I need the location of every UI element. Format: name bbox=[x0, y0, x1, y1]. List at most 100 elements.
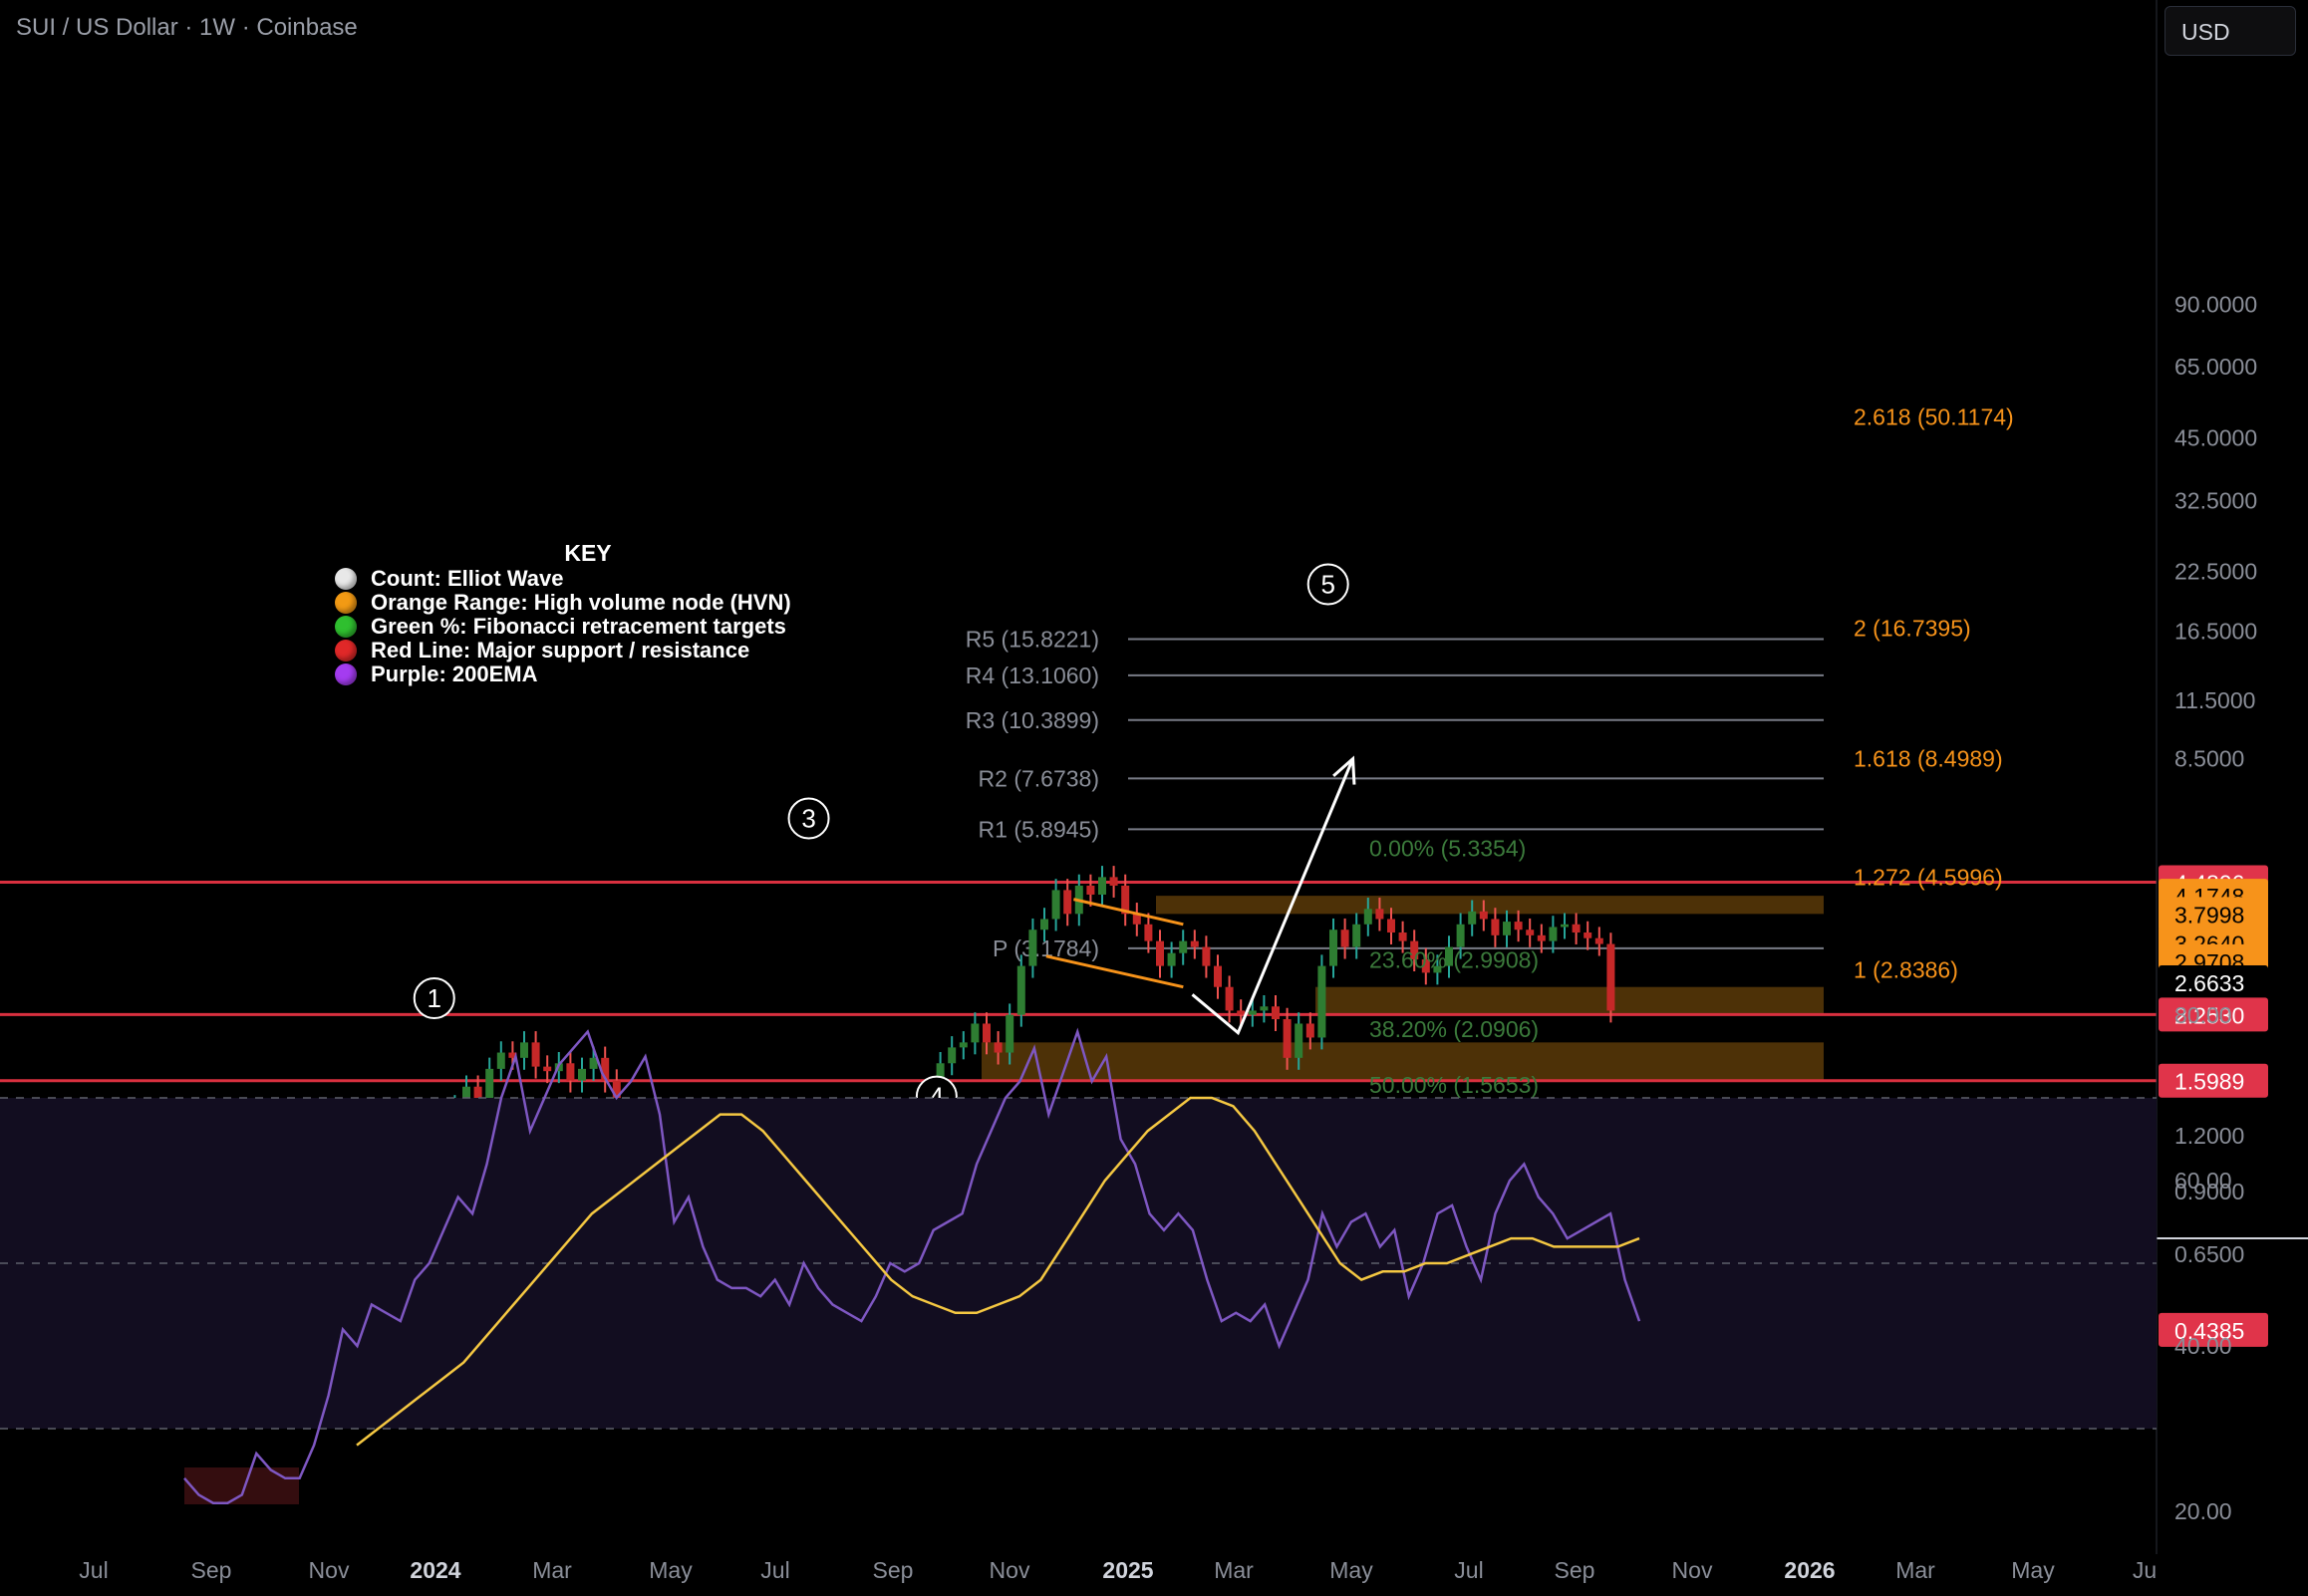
candle-body bbox=[1410, 940, 1419, 960]
pivot-label: R2 (7.6738) bbox=[979, 765, 1099, 791]
candle-body bbox=[1063, 890, 1072, 915]
price-badge bbox=[2159, 1063, 2268, 1098]
chart-key: KEY Count: Elliot Wave Orange Range: High… bbox=[335, 540, 893, 686]
price-axis-label: 8.5000 bbox=[2174, 746, 2244, 772]
candle-body bbox=[1272, 1006, 1280, 1020]
price-badge-label: 2.2530 bbox=[2174, 1002, 2244, 1028]
candle-body bbox=[1016, 965, 1025, 1015]
candle-body bbox=[948, 1047, 957, 1064]
rsi-axis-label: 60.00 bbox=[2174, 1168, 2232, 1194]
key-item: Count: Elliot Wave bbox=[335, 566, 893, 591]
candle-body bbox=[994, 1042, 1003, 1053]
candle-body bbox=[1421, 959, 1430, 973]
price-axis-label: 11.5000 bbox=[2174, 687, 2255, 713]
candle-body bbox=[473, 1086, 482, 1103]
time-axis-label: Nov bbox=[309, 1557, 350, 1583]
candle-body bbox=[971, 1023, 980, 1043]
candle-body bbox=[1283, 1019, 1292, 1058]
fib-extension-label: 2 (16.7395) bbox=[1854, 616, 1971, 642]
candle-body bbox=[1167, 952, 1176, 966]
candle-body bbox=[1352, 924, 1361, 947]
key-item: Purple: 200EMA bbox=[335, 662, 893, 686]
key-item-label: Count: Elliot Wave bbox=[371, 566, 564, 591]
time-axis-label: 2025 bbox=[1102, 1557, 1153, 1583]
key-item-label: Purple: 200EMA bbox=[371, 662, 538, 686]
fib-extension-label: 1.272 (4.5996) bbox=[1854, 864, 2003, 890]
price-axis-label: 1.2000 bbox=[2174, 1123, 2244, 1149]
candle-body bbox=[1109, 877, 1118, 886]
fib-retracement-label: 50.00% (1.5653) bbox=[1369, 1072, 1539, 1098]
candle-body bbox=[520, 1042, 528, 1058]
candle-body bbox=[1572, 924, 1581, 933]
rsi-axis-label: 20.00 bbox=[2174, 1498, 2232, 1524]
fib-retracement-label: 0.00% (5.3354) bbox=[1369, 836, 1526, 862]
price-badge bbox=[2159, 965, 2268, 1000]
candle-body bbox=[1549, 927, 1558, 941]
price-badge bbox=[2159, 1312, 2268, 1347]
hvn-zone bbox=[982, 1042, 1824, 1081]
candle-body bbox=[1121, 885, 1130, 915]
currency-selector[interactable]: USD bbox=[2164, 6, 2296, 56]
price-axis-label: 32.5000 bbox=[2174, 487, 2257, 513]
fib-retracement-label: 38.20% (2.0906) bbox=[1369, 1016, 1539, 1042]
price-axis-label: 45.0000 bbox=[2174, 424, 2257, 450]
rsi-axis-label: 40.00 bbox=[2174, 1333, 2232, 1359]
candle-body bbox=[1190, 940, 1199, 947]
candle-body bbox=[1363, 909, 1372, 925]
pivot-label: R4 (13.1060) bbox=[966, 663, 1099, 688]
time-axis-label: May bbox=[649, 1557, 693, 1583]
flag-trend-line bbox=[1045, 954, 1184, 989]
candle-body bbox=[1144, 924, 1153, 941]
price-badge-label: 0.4385 bbox=[2174, 1318, 2244, 1344]
time-axis-label: Nov bbox=[1672, 1557, 1713, 1583]
candle-body bbox=[1156, 940, 1164, 966]
rsi-axis-label: 80.00 bbox=[2174, 1002, 2232, 1028]
candle-body bbox=[1456, 924, 1465, 947]
candle-body bbox=[1040, 919, 1048, 931]
candle-body bbox=[589, 1057, 598, 1069]
key-items: Count: Elliot Wave Orange Range: High vol… bbox=[335, 566, 893, 686]
price-badge-label: 3.7998 bbox=[2174, 902, 2244, 928]
fib-extension-label: 1 (2.8386) bbox=[1854, 957, 1958, 983]
rsi-line bbox=[183, 1027, 1641, 1504]
time-axis-label: Ju bbox=[2133, 1557, 2157, 1583]
key-color-dot-icon bbox=[335, 592, 357, 614]
candle-body bbox=[1132, 914, 1141, 925]
time-axis-label: May bbox=[1329, 1557, 1373, 1583]
key-title: KEY bbox=[564, 540, 612, 566]
key-item-label: Orange Range: High volume node (HVN) bbox=[371, 590, 791, 615]
hvn-zone bbox=[1315, 986, 1824, 1015]
price-axis-label: 0.9000 bbox=[2174, 1179, 2244, 1204]
candle-body bbox=[1225, 986, 1234, 1011]
candle-body bbox=[1317, 965, 1326, 1038]
elliott-wave-label: 1 bbox=[428, 983, 441, 1013]
candle-body bbox=[1398, 932, 1407, 941]
key-color-dot-icon bbox=[335, 568, 357, 590]
candle-body bbox=[1468, 911, 1477, 925]
hvn-zone bbox=[1156, 896, 1824, 915]
price-axis-label: 22.5000 bbox=[2174, 558, 2257, 584]
rsi-oversold-fill bbox=[184, 1467, 299, 1504]
time-axis-label: Nov bbox=[990, 1557, 1030, 1583]
candle-body bbox=[1051, 890, 1060, 920]
key-item-label: Red Line: Major support / resistance bbox=[371, 638, 750, 663]
pivot-label: P (3.1784) bbox=[993, 935, 1099, 961]
price-axis-label: 16.5000 bbox=[2174, 618, 2257, 644]
key-item-label: Green %: Fibonacci retracement targets bbox=[371, 614, 786, 639]
time-axis-label: Sep bbox=[873, 1557, 914, 1583]
candle-body bbox=[1340, 930, 1349, 947]
fib-retracement-label: 23.60% (2.9908) bbox=[1369, 947, 1539, 973]
elliott-wave-marker bbox=[413, 977, 455, 1020]
price-badge bbox=[2159, 997, 2268, 1032]
projection-path bbox=[1191, 758, 1354, 1036]
candle-body bbox=[1445, 946, 1453, 966]
price-badge-label: 2.6633 bbox=[2174, 970, 2244, 996]
candle-body bbox=[1329, 930, 1337, 966]
candle-body bbox=[1260, 1006, 1269, 1011]
pivot-label: R1 (5.8945) bbox=[979, 816, 1099, 842]
time-axis-label: May bbox=[2011, 1557, 2055, 1583]
time-axis-label: 2026 bbox=[1784, 1557, 1835, 1583]
pivot-label: R3 (10.3899) bbox=[966, 707, 1099, 733]
elliott-wave-marker bbox=[787, 797, 830, 840]
